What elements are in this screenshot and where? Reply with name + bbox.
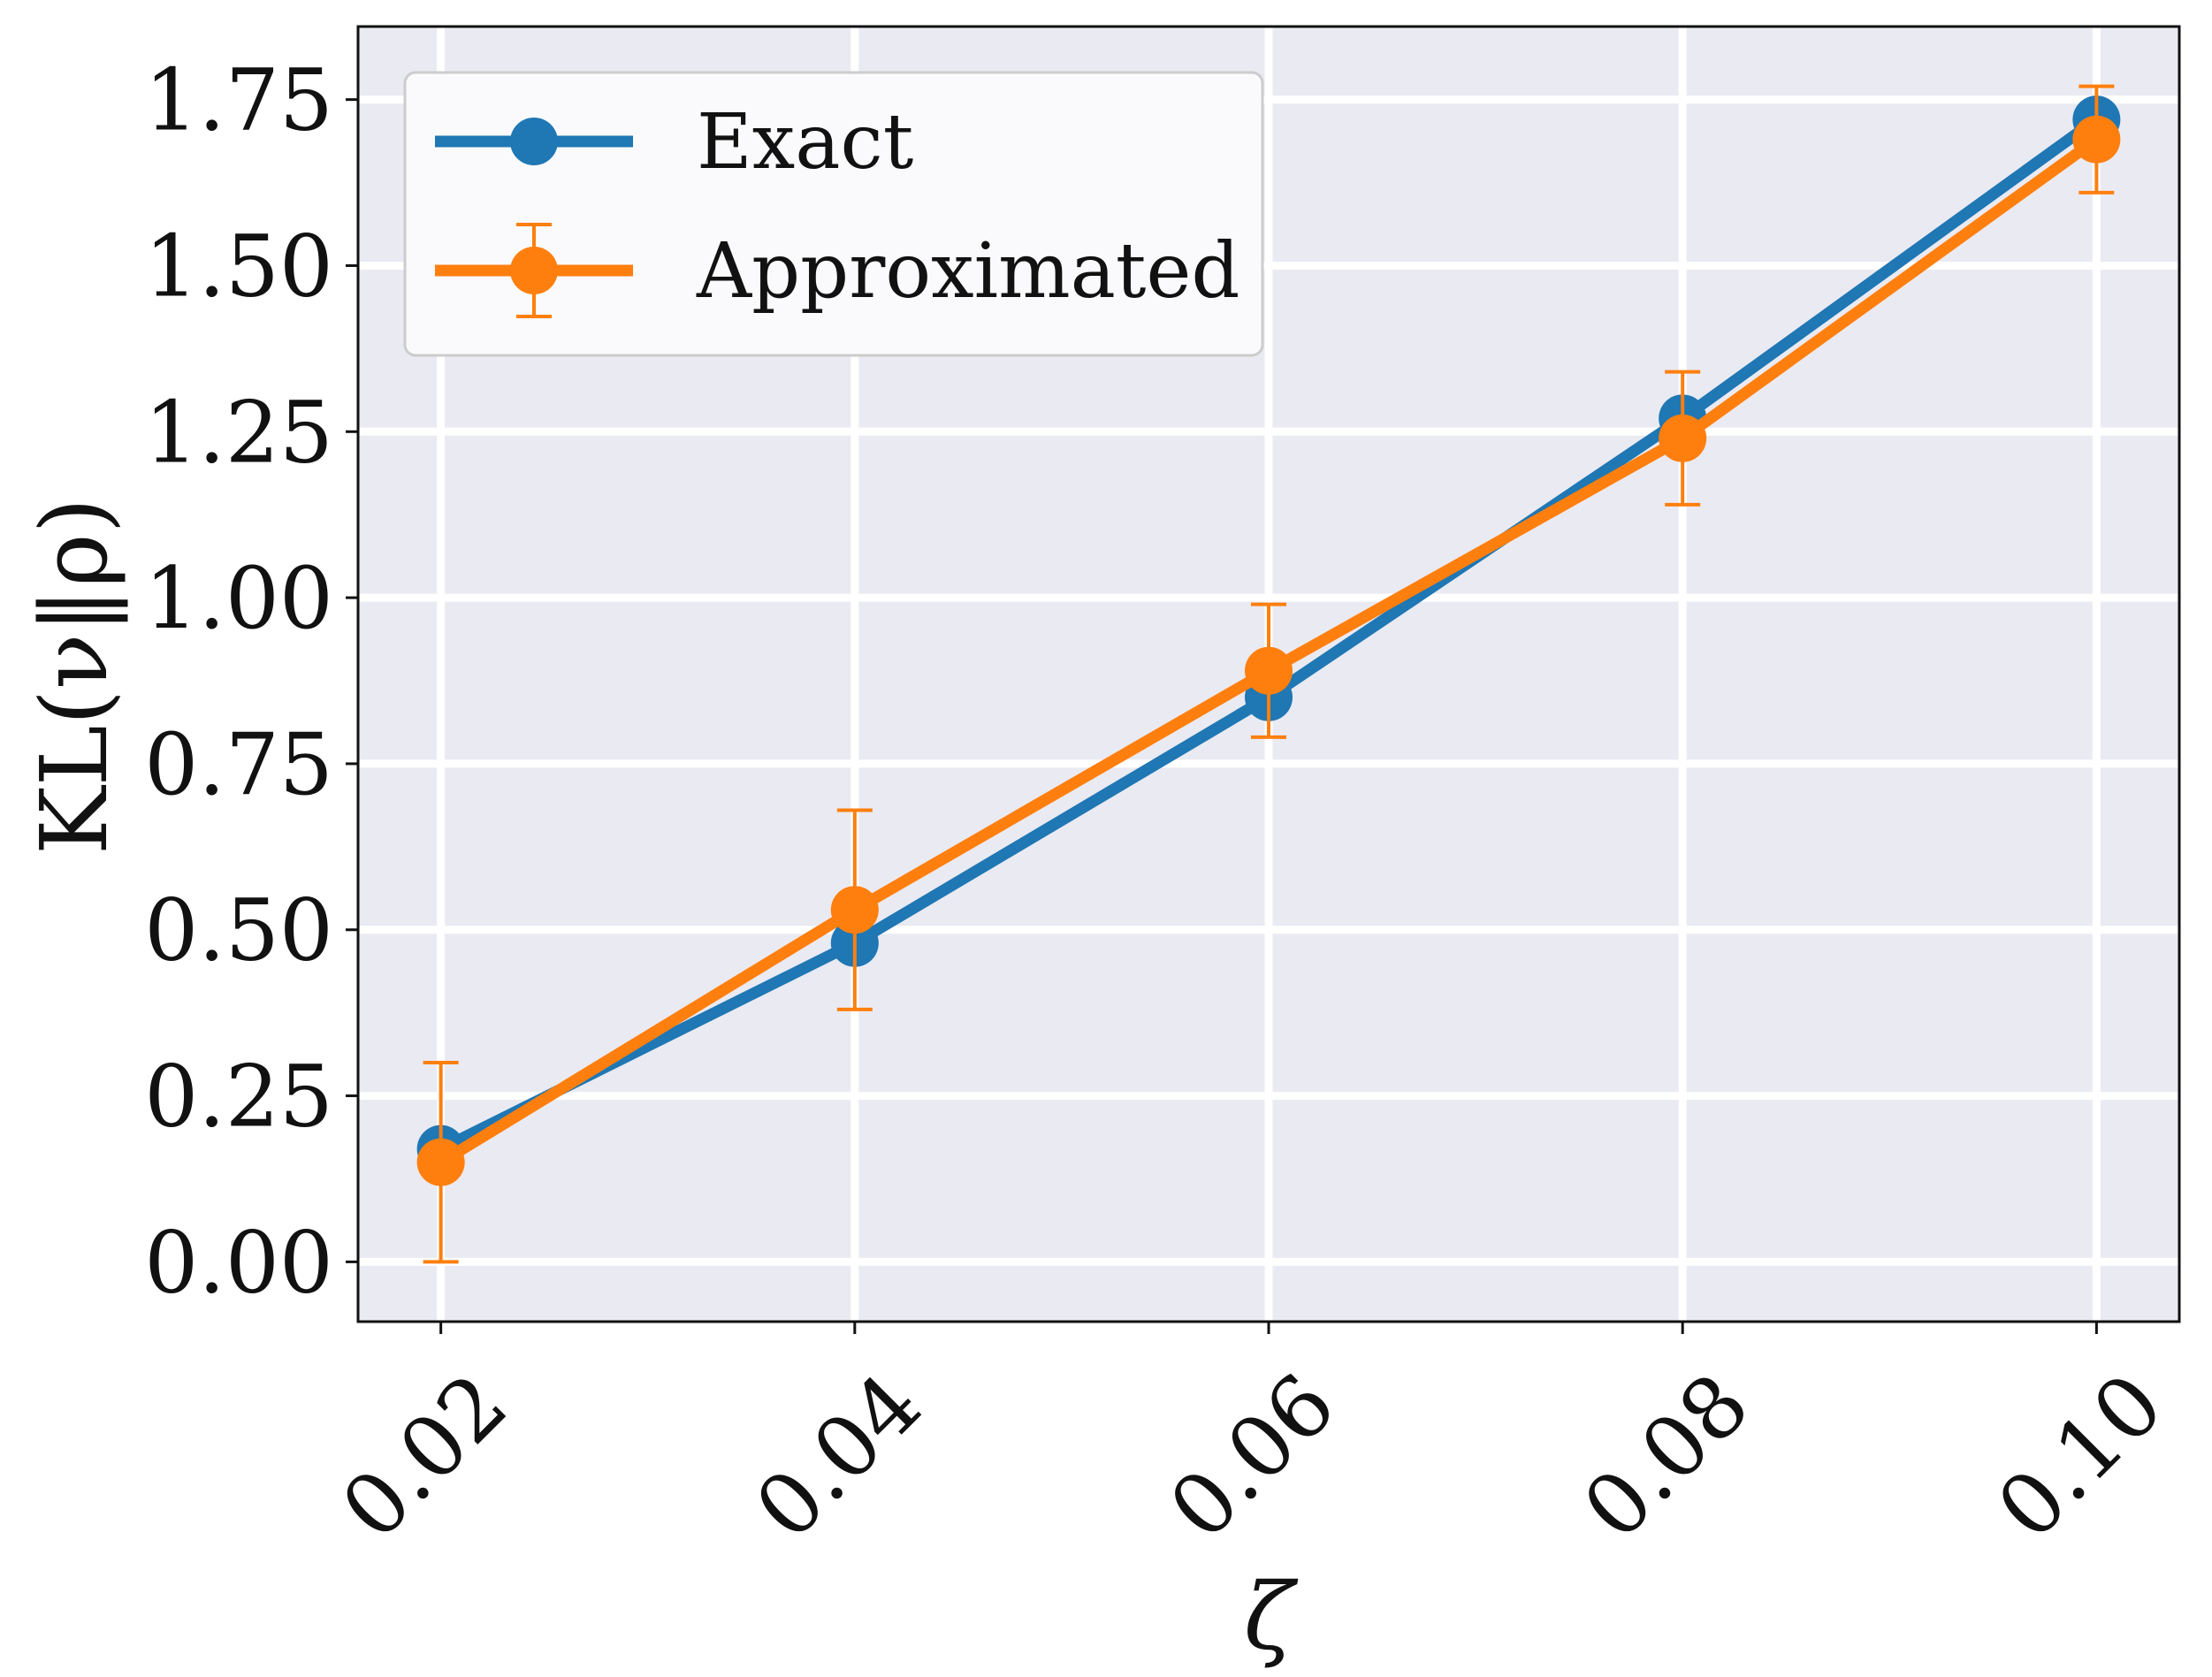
x-tick-label: 0.04: [736, 1354, 940, 1558]
legend-entry-approximated: Approximated: [435, 223, 1239, 318]
y-tick-label: 1.00: [144, 549, 333, 648]
data-point: [416, 1138, 465, 1186]
legend: Exact Approximated: [403, 71, 1264, 357]
legend-label-approximated: Approximated: [696, 227, 1239, 316]
x-tick-label: 0.02: [323, 1354, 526, 1558]
y-tick-label: 0.75: [144, 715, 333, 814]
x-tick-label: 0.10: [1979, 1354, 2182, 1558]
legend-entry-exact: Exact: [435, 98, 913, 187]
y-tick-label: 0.00: [144, 1213, 333, 1312]
x-axis: 0.02 0.04 0.06 0.08 0.10: [323, 1322, 2182, 1559]
legend-marker-approximated: [510, 247, 558, 294]
x-tick-label: 0.08: [1564, 1354, 1767, 1558]
y-axis-label: KL(ν‖ρ): [20, 498, 128, 855]
data-point: [2072, 115, 2121, 164]
data-point: [1245, 646, 1293, 695]
y-tick-label: 0.25: [144, 1048, 333, 1147]
y-tick-label: 0.50: [144, 881, 333, 980]
x-axis-label: ζ: [1244, 1563, 1299, 1671]
series-layer: [416, 84, 2121, 1264]
y-tick-label: 1.50: [144, 217, 333, 316]
series-approximated: [416, 84, 2121, 1264]
data-point: [830, 886, 879, 934]
legend-marker-exact: [510, 118, 558, 165]
x-tick-label: 0.06: [1150, 1354, 1354, 1558]
data-point: [1659, 414, 1707, 462]
legend-label-exact: Exact: [697, 98, 913, 187]
y-axis: 0.00 0.25 0.50 0.75 1.00 1.25 1.50 1.75: [144, 51, 358, 1312]
y-tick-label: 1.25: [144, 383, 333, 482]
y-tick-label: 1.75: [144, 51, 333, 150]
